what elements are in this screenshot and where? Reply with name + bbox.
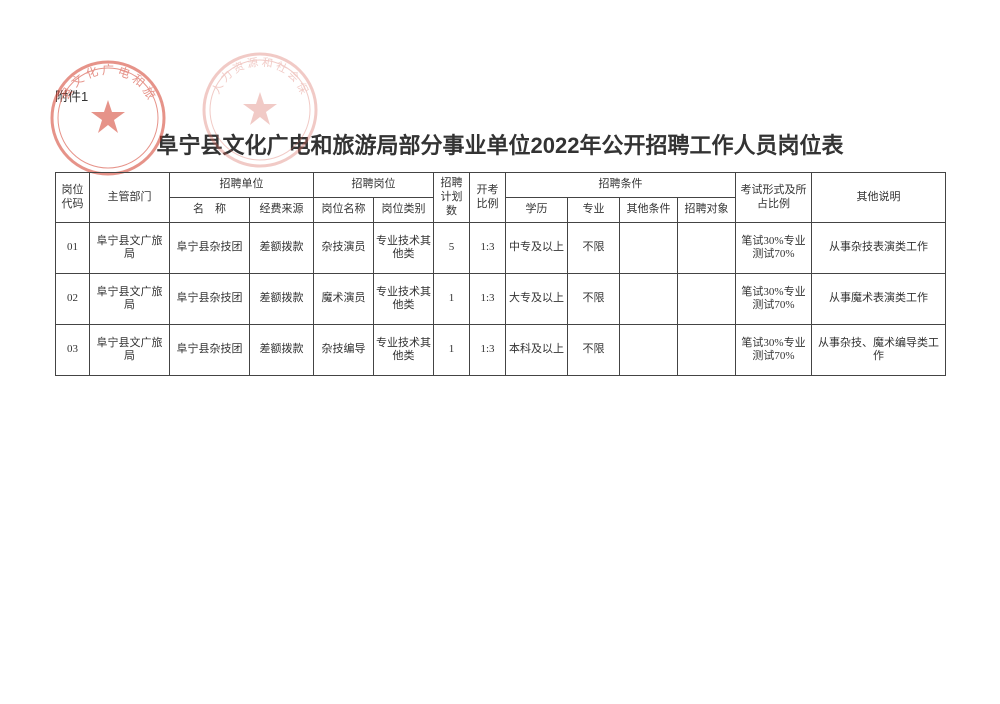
cell-unit_name: 阜宁县杂技团: [170, 274, 250, 325]
cell-dept: 阜宁县文广旅局: [90, 223, 170, 274]
cell-other_note: 从事魔术表演类工作: [812, 274, 946, 325]
attachment-label: 附件1: [55, 86, 88, 105]
cell-post_type: 专业技术其他类: [374, 325, 434, 376]
cell-other_cond: [620, 325, 678, 376]
col-recruit-target: 招聘对象: [678, 198, 736, 223]
cell-fund_source: 差额拨款: [250, 325, 314, 376]
col-code: 岗位代码: [56, 173, 90, 223]
cell-major: 不限: [568, 223, 620, 274]
col-other-cond: 其他条件: [620, 198, 678, 223]
cell-recruit_target: [678, 325, 736, 376]
col-recruit-post-group: 招聘岗位: [314, 173, 434, 198]
cell-exam_form: 笔试30%专业测试70%: [736, 325, 812, 376]
cell-fund_source: 差额拨款: [250, 223, 314, 274]
cell-major: 不限: [568, 325, 620, 376]
cell-plan_count: 5: [434, 223, 470, 274]
cell-exam_ratio: 1:3: [470, 223, 506, 274]
cell-post_type: 专业技术其他类: [374, 274, 434, 325]
cell-other_cond: [620, 274, 678, 325]
col-exam-form: 考试形式及所占比例: [736, 173, 812, 223]
svg-text:人 力 资 源 和 社 会 保: 人 力 资 源 和 社 会 保: [209, 55, 311, 96]
cell-post_name: 魔术演员: [314, 274, 374, 325]
cell-recruit_target: [678, 223, 736, 274]
cell-unit_name: 阜宁县杂技团: [170, 325, 250, 376]
cell-other_cond: [620, 223, 678, 274]
cell-major: 不限: [568, 274, 620, 325]
col-plan-count: 招聘计划数: [434, 173, 470, 223]
table-row: 01阜宁县文广旅局阜宁县杂技团差额拨款杂技演员专业技术其他类51:3中专及以上不…: [56, 223, 946, 274]
cell-code: 02: [56, 274, 90, 325]
cell-exam_form: 笔试30%专业测试70%: [736, 274, 812, 325]
col-exam-ratio: 开考比例: [470, 173, 506, 223]
table-row: 03阜宁县文广旅局阜宁县杂技团差额拨款杂技编导专业技术其他类11:3本科及以上不…: [56, 325, 946, 376]
cell-other_note: 从事杂技、魔术编导类工作: [812, 325, 946, 376]
header-row-1: 岗位代码 主管部门 招聘单位 招聘岗位 招聘计划数 开考比例 招聘条件 考试形式…: [56, 173, 946, 198]
cell-fund_source: 差额拨款: [250, 274, 314, 325]
col-recruit-unit-group: 招聘单位: [170, 173, 314, 198]
col-education: 学历: [506, 198, 568, 223]
cell-post_type: 专业技术其他类: [374, 223, 434, 274]
cell-plan_count: 1: [434, 274, 470, 325]
cell-dept: 阜宁县文广旅局: [90, 274, 170, 325]
cell-recruit_target: [678, 274, 736, 325]
col-dept: 主管部门: [90, 173, 170, 223]
cell-unit_name: 阜宁县杂技团: [170, 223, 250, 274]
cell-exam_form: 笔试30%专业测试70%: [736, 223, 812, 274]
col-unit-name: 名 称: [170, 198, 250, 223]
page-title: 阜宁县文化广电和旅游局部分事业单位2022年公开招聘工作人员岗位表: [0, 128, 1000, 160]
cell-post_name: 杂技编导: [314, 325, 374, 376]
cell-plan_count: 1: [434, 325, 470, 376]
cell-exam_ratio: 1:3: [470, 274, 506, 325]
cell-post_name: 杂技演员: [314, 223, 374, 274]
cell-exam_ratio: 1:3: [470, 325, 506, 376]
col-fund-source: 经费来源: [250, 198, 314, 223]
cell-education: 本科及以上: [506, 325, 568, 376]
recruitment-table: 岗位代码 主管部门 招聘单位 招聘岗位 招聘计划数 开考比例 招聘条件 考试形式…: [55, 172, 945, 376]
official-seal-1: 县 文 化 广 电 和 旅: [48, 58, 168, 178]
col-post-type: 岗位类别: [374, 198, 434, 223]
cell-code: 03: [56, 325, 90, 376]
cell-code: 01: [56, 223, 90, 274]
col-post-name: 岗位名称: [314, 198, 374, 223]
cell-education: 中专及以上: [506, 223, 568, 274]
cell-education: 大专及以上: [506, 274, 568, 325]
table-row: 02阜宁县文广旅局阜宁县杂技团差额拨款魔术演员专业技术其他类11:3大专及以上不…: [56, 274, 946, 325]
col-other-note: 其他说明: [812, 173, 946, 223]
cell-dept: 阜宁县文广旅局: [90, 325, 170, 376]
col-conditions-group: 招聘条件: [506, 173, 736, 198]
cell-other_note: 从事杂技表演类工作: [812, 223, 946, 274]
col-major: 专业: [568, 198, 620, 223]
